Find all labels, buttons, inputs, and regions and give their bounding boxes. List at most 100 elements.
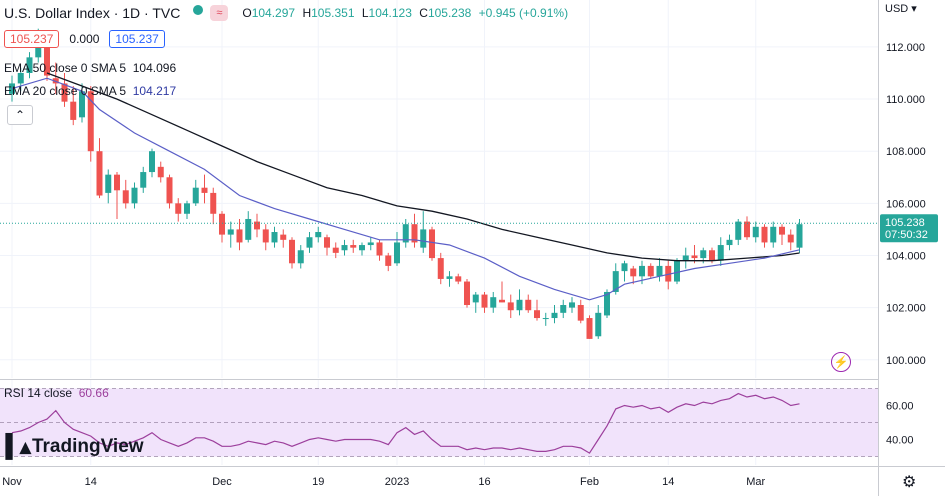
candle-body bbox=[726, 239, 733, 246]
time-tick-label: 16 bbox=[478, 476, 490, 488]
price-change: +0.945 (+0.91%) bbox=[478, 6, 569, 20]
candle-body bbox=[586, 318, 593, 339]
candle-body bbox=[201, 187, 208, 193]
candle-body bbox=[87, 91, 94, 152]
candle-body bbox=[577, 305, 584, 321]
candle-body bbox=[429, 229, 435, 259]
candle-body bbox=[752, 226, 759, 238]
candle-body bbox=[306, 237, 313, 248]
candle-body bbox=[534, 310, 540, 319]
ema20-line bbox=[11, 77, 800, 301]
candle-body bbox=[44, 36, 50, 76]
candle-body bbox=[359, 245, 365, 251]
candle-body bbox=[507, 302, 514, 311]
time-tick-label: Dec bbox=[212, 476, 232, 488]
market-status[interactable]: ≈ bbox=[190, 5, 229, 21]
candle-body bbox=[560, 305, 567, 313]
candle-body bbox=[717, 245, 724, 261]
candle-body bbox=[437, 258, 444, 279]
candle-body bbox=[157, 166, 164, 178]
candle-body bbox=[446, 276, 453, 279]
rsi-legend[interactable]: RSI 14 close 60.66 bbox=[4, 386, 109, 400]
candle-body bbox=[122, 190, 129, 204]
candle-body bbox=[61, 83, 68, 102]
wave-icon: ≈ bbox=[210, 5, 229, 21]
candle-body bbox=[175, 203, 182, 214]
symbol-header: U.S. Dollar Index · 1D · TVC ≈ O104.297 … bbox=[4, 4, 572, 22]
candle-body bbox=[411, 224, 418, 243]
candle-body bbox=[639, 265, 645, 277]
last-price-tag: 105.238 07:50:32 bbox=[880, 214, 938, 243]
candle-body bbox=[516, 299, 523, 311]
candle-body bbox=[612, 271, 619, 292]
price-tick-label: 108.000 bbox=[886, 146, 926, 158]
candle-body bbox=[709, 250, 715, 261]
candle-body bbox=[674, 260, 680, 282]
price-tick-label: 110.000 bbox=[886, 94, 925, 106]
candle-body bbox=[114, 174, 120, 191]
candle-body bbox=[271, 232, 278, 243]
candle-body bbox=[140, 172, 147, 188]
candle-body bbox=[149, 151, 155, 173]
rsi-reference-lines bbox=[0, 388, 878, 457]
candle-body bbox=[324, 237, 330, 248]
symbol-title[interactable]: U.S. Dollar Index · 1D · TVC bbox=[4, 5, 181, 21]
candle-body bbox=[9, 83, 15, 94]
time-tick-label: 14 bbox=[85, 476, 97, 488]
price-tick-label: 112.000 bbox=[886, 42, 925, 54]
tv-logo-icon: ▍▴ bbox=[6, 434, 31, 459]
ema20-legend[interactable]: EMA 20 close 0 SMA 5 104.217 bbox=[4, 84, 177, 98]
candle-body bbox=[525, 299, 532, 311]
countdown-label: 07:50:32 bbox=[885, 229, 928, 241]
candle-body bbox=[630, 268, 637, 277]
price-tick-label: 102.000 bbox=[886, 303, 926, 315]
buy-price-button[interactable]: 105.237 bbox=[109, 30, 165, 48]
gear-icon[interactable]: ⚙ bbox=[902, 474, 917, 491]
time-tick-label: Nov bbox=[2, 476, 22, 488]
rsi-tick-label: 60.00 bbox=[886, 401, 914, 413]
time-axis-ticks: Nov 14 Dec 19 2023 16 Feb 14 Mar bbox=[2, 476, 765, 488]
candle-body bbox=[542, 318, 549, 320]
candle-body bbox=[481, 294, 488, 308]
candle-body bbox=[210, 192, 217, 214]
candle-body bbox=[131, 187, 138, 204]
candle-body bbox=[700, 250, 707, 259]
candle-body bbox=[236, 229, 243, 243]
candle-body bbox=[656, 265, 663, 277]
candle-body bbox=[367, 242, 374, 246]
candle-body bbox=[796, 224, 803, 248]
candle-body bbox=[621, 263, 628, 272]
ema50-legend[interactable]: EMA 50 close 0 SMA 5 104.096 bbox=[4, 61, 177, 75]
candle-body bbox=[499, 299, 505, 303]
price-axis-ticks: 100.000 102.000 104.000 106.000 108.000 110.0… bbox=[886, 42, 926, 367]
candle-body bbox=[665, 265, 672, 282]
chevron-up-icon: ⌃ bbox=[14, 108, 26, 122]
candlestick-series bbox=[9, 28, 803, 339]
candle-body bbox=[341, 245, 348, 251]
ohlc-values: O104.297 H105.351 L104.123 C105.238 +0.9… bbox=[242, 6, 569, 20]
candle-body bbox=[787, 234, 794, 243]
candle-body bbox=[464, 281, 470, 306]
currency-selector[interactable]: USD ▾ bbox=[885, 3, 917, 15]
collapse-legend-button[interactable]: ⌃ bbox=[7, 105, 33, 125]
candle-body bbox=[350, 245, 357, 248]
quote-panel: 105.237 0.000 105.237 bbox=[4, 29, 165, 49]
candle-body bbox=[332, 247, 339, 253]
candle-body bbox=[735, 221, 742, 240]
time-tick-label: 19 bbox=[312, 476, 324, 488]
candle-body bbox=[595, 312, 602, 337]
price-tick-label: 106.000 bbox=[886, 198, 926, 210]
candle-body bbox=[315, 232, 322, 238]
price-tick-label: 104.000 bbox=[886, 250, 926, 262]
lightning-icon[interactable]: ⚡ bbox=[831, 352, 851, 372]
candle-body bbox=[105, 174, 112, 193]
spread-value: 0.000 bbox=[69, 32, 100, 46]
candle-body bbox=[744, 221, 750, 238]
rsi-line bbox=[11, 392, 800, 454]
candle-body bbox=[166, 177, 173, 204]
candle-body bbox=[70, 101, 77, 120]
candle-body bbox=[402, 224, 409, 243]
candle-body bbox=[682, 255, 689, 261]
sell-price-button[interactable]: 105.237 bbox=[4, 30, 60, 48]
tradingview-logo[interactable]: ▍▴ TradingView bbox=[6, 434, 144, 459]
